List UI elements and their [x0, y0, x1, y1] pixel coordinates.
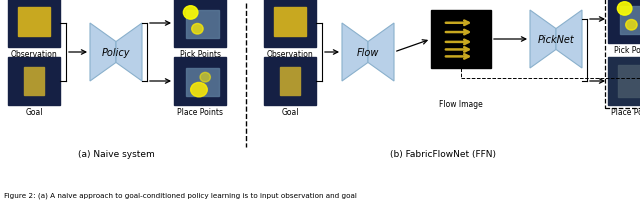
Ellipse shape [191, 83, 207, 97]
Text: Policy: Policy [102, 48, 131, 58]
Text: Observation: Observation [267, 50, 314, 59]
Text: Flow: Flow [357, 48, 379, 58]
Bar [605, 0, 640, 108]
Bar [8, 58, 60, 105]
Bar [618, 66, 640, 97]
Ellipse shape [200, 73, 211, 83]
Bar [186, 11, 219, 39]
Bar [174, 0, 226, 48]
Bar [608, 58, 640, 105]
Text: Pick Points: Pick Points [179, 50, 221, 59]
Bar [608, 0, 640, 44]
Text: Goal: Goal [281, 107, 299, 116]
Bar [280, 67, 300, 96]
Text: Observation: Observation [11, 50, 58, 59]
Text: Place Points: Place Points [177, 107, 223, 116]
Text: (a) Naive system: (a) Naive system [77, 149, 154, 158]
Polygon shape [556, 11, 582, 69]
Text: PickNet: PickNet [538, 35, 574, 45]
Text: Flow Image: Flow Image [439, 100, 483, 108]
Ellipse shape [626, 20, 637, 31]
Polygon shape [530, 11, 556, 69]
Bar [264, 58, 316, 105]
Bar [174, 58, 226, 105]
Text: Pick Points: Pick Points [614, 46, 640, 55]
Polygon shape [342, 24, 368, 82]
Polygon shape [368, 24, 394, 82]
Bar [24, 67, 44, 96]
Bar [431, 11, 491, 69]
Bar [274, 8, 306, 37]
Ellipse shape [192, 24, 203, 35]
Polygon shape [116, 24, 142, 82]
Text: Goal: Goal [25, 107, 43, 116]
Bar [621, 6, 640, 35]
Ellipse shape [618, 3, 632, 16]
Text: (b) FabricFlowNet (FFN): (b) FabricFlowNet (FFN) [390, 149, 496, 158]
Bar [186, 68, 219, 97]
Bar [264, 0, 316, 48]
Text: Place Points: Place Points [611, 107, 640, 116]
Bar [18, 8, 50, 37]
Polygon shape [90, 24, 116, 82]
Text: Figure 2: (a) A naive approach to goal-conditioned policy learning is to input o: Figure 2: (a) A naive approach to goal-c… [4, 192, 357, 199]
Ellipse shape [183, 7, 198, 20]
Bar [8, 0, 60, 48]
